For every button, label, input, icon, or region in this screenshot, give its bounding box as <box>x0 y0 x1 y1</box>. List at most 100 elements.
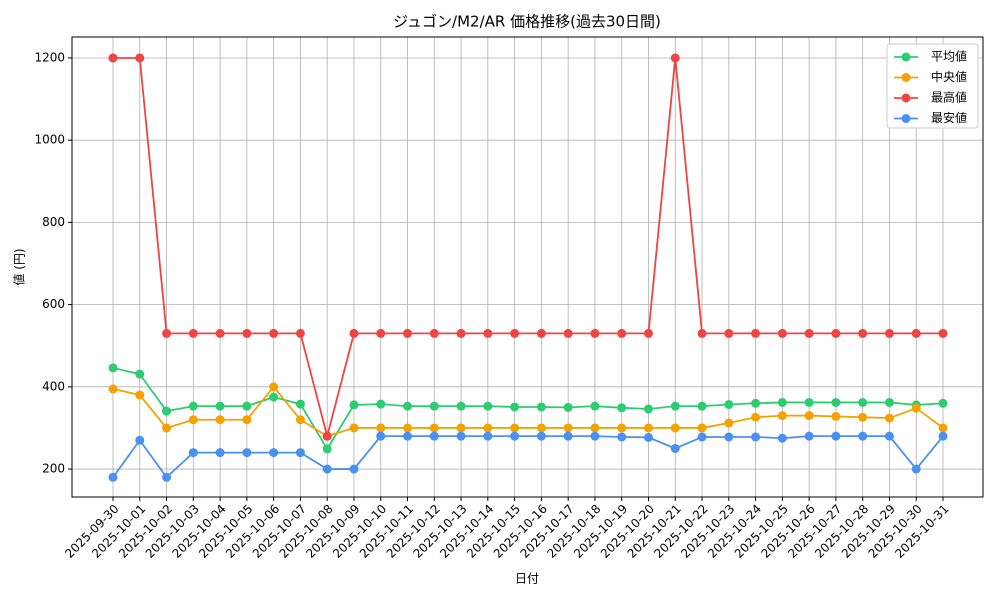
data-point <box>938 398 948 408</box>
data-point <box>403 328 413 338</box>
data-point <box>911 464 921 474</box>
y-tick-label: 200 <box>42 462 65 476</box>
data-point <box>777 397 787 407</box>
data-point <box>188 401 198 411</box>
data-point <box>429 423 439 433</box>
data-point <box>242 448 252 458</box>
data-point <box>777 411 787 421</box>
data-point <box>295 399 305 409</box>
data-point <box>376 399 386 409</box>
data-point <box>804 431 814 441</box>
data-point <box>751 398 761 408</box>
data-point <box>456 328 466 338</box>
data-point <box>643 432 653 442</box>
data-point <box>804 397 814 407</box>
data-point <box>724 400 734 410</box>
data-point <box>322 444 332 454</box>
data-point <box>135 53 145 63</box>
data-point <box>429 328 439 338</box>
data-point <box>162 406 172 416</box>
data-point <box>376 423 386 433</box>
data-point <box>215 415 225 425</box>
data-point <box>456 431 466 441</box>
data-point <box>188 328 198 338</box>
data-point <box>483 431 493 441</box>
data-point <box>295 328 305 338</box>
data-point <box>349 423 359 433</box>
series-line <box>113 57 943 440</box>
legend-label: 最安値 <box>931 110 967 125</box>
data-point <box>670 443 680 453</box>
data-point <box>162 423 172 433</box>
data-point <box>269 448 279 458</box>
data-point <box>884 397 894 407</box>
data-point <box>162 328 172 338</box>
y-tick-label: 1200 <box>34 50 65 64</box>
x-axis-label: 日付 <box>515 572 539 586</box>
data-point <box>911 403 921 413</box>
data-point <box>162 472 172 482</box>
legend-box <box>886 43 979 129</box>
chart-title: ジュゴン/M2/AR 価格推移(過去30日間) <box>393 13 661 31</box>
legend-marker <box>901 73 911 82</box>
data-point <box>858 431 868 441</box>
legend-label: 中央値 <box>931 69 967 84</box>
data-point <box>135 369 145 379</box>
data-point <box>858 412 868 422</box>
data-point <box>242 415 252 425</box>
data-point <box>563 328 573 338</box>
data-point <box>697 423 707 433</box>
data-point <box>295 448 305 458</box>
data-point <box>403 431 413 441</box>
data-point <box>643 404 653 414</box>
data-point <box>429 401 439 411</box>
data-point <box>456 423 466 433</box>
data-point <box>617 432 627 442</box>
data-point <box>483 401 493 411</box>
data-point <box>697 401 707 411</box>
data-point <box>510 402 520 412</box>
data-point <box>108 472 118 482</box>
legend-marker <box>901 114 911 123</box>
data-point <box>376 431 386 441</box>
data-point <box>590 401 600 411</box>
data-point <box>831 328 841 338</box>
legend-label: 最高値 <box>931 90 967 105</box>
data-point <box>643 328 653 338</box>
data-point <box>108 384 118 394</box>
plot-frame <box>71 36 984 498</box>
data-point <box>831 397 841 407</box>
data-point <box>242 328 252 338</box>
data-point <box>536 328 546 338</box>
data-point <box>456 401 466 411</box>
legend-marker <box>901 52 911 62</box>
data-point <box>884 328 894 338</box>
data-point <box>724 418 734 428</box>
data-point <box>911 328 921 338</box>
data-point <box>269 392 279 402</box>
data-point <box>322 431 332 441</box>
data-point <box>563 423 573 433</box>
data-point <box>884 431 894 441</box>
data-point <box>858 328 868 338</box>
series-line <box>112 435 944 479</box>
data-point <box>884 413 894 423</box>
data-point <box>563 402 573 412</box>
data-point <box>724 328 734 338</box>
data-point <box>751 328 761 338</box>
data-point <box>563 431 573 441</box>
data-point <box>804 411 814 421</box>
data-point <box>215 328 225 338</box>
data-point <box>697 432 707 442</box>
data-point <box>403 423 413 433</box>
y-tick-label: 800 <box>42 215 65 229</box>
data-point <box>536 431 546 441</box>
data-point <box>322 464 332 474</box>
data-point <box>429 431 439 441</box>
data-point <box>295 415 305 425</box>
data-point <box>135 435 145 445</box>
data-point <box>188 448 198 458</box>
data-point <box>751 432 761 442</box>
data-point <box>536 423 546 433</box>
